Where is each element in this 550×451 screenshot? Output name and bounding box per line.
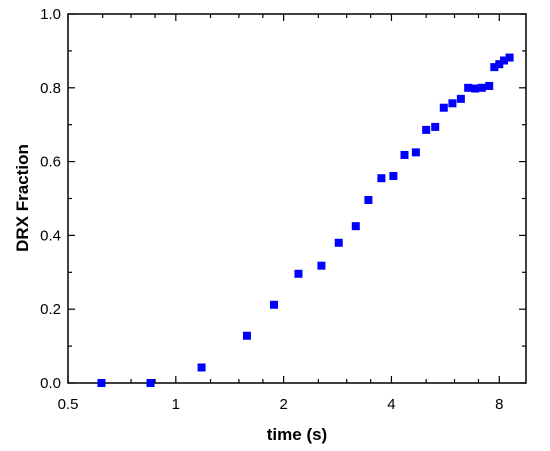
plot-frame <box>67 13 527 384</box>
data-point <box>477 83 486 92</box>
data-point <box>351 222 360 231</box>
data-point <box>242 331 251 340</box>
y-tick-label: 0.8 <box>40 80 61 97</box>
data-point <box>317 261 326 270</box>
x-tick-label: 8 <box>495 396 503 413</box>
x-tick-label: 4 <box>387 396 395 413</box>
data-points <box>97 53 514 387</box>
x-tick-label: 1 <box>172 396 180 413</box>
data-point <box>411 148 420 157</box>
data-point <box>97 379 106 387</box>
y-tick-label: 0.2 <box>40 301 61 318</box>
data-point <box>364 195 373 204</box>
data-point <box>422 125 431 134</box>
data-point <box>439 103 448 112</box>
x-axis: 0.5 1 2 4 8 <box>58 14 503 413</box>
data-point <box>294 269 303 278</box>
data-point <box>377 174 386 183</box>
data-point <box>500 56 509 65</box>
x-tick-label: 0.5 <box>58 396 79 413</box>
data-point <box>270 300 279 309</box>
data-point <box>490 63 499 72</box>
data-point <box>400 150 409 159</box>
y-axis-title: DRX Fraction <box>13 144 32 252</box>
data-point <box>505 53 514 62</box>
x-axis-title: time (s) <box>267 425 327 444</box>
data-point <box>448 99 457 108</box>
data-point <box>471 84 480 93</box>
data-point <box>485 81 494 90</box>
data-point <box>334 238 343 247</box>
data-point <box>389 171 398 180</box>
data-point <box>197 363 206 372</box>
x-tick-label: 2 <box>279 396 287 413</box>
data-point <box>495 60 504 69</box>
y-tick-label: 0.6 <box>40 154 61 171</box>
data-point <box>146 379 155 387</box>
y-axis: 0.0 0.2 0.4 0.6 0.8 1.0 <box>40 6 526 392</box>
data-point <box>456 94 465 103</box>
data-point <box>464 83 473 92</box>
data-point <box>431 122 440 131</box>
y-tick-label: 1.0 <box>40 6 61 23</box>
y-tick-label: 0.4 <box>40 227 61 244</box>
y-tick-label: 0.0 <box>40 375 61 392</box>
